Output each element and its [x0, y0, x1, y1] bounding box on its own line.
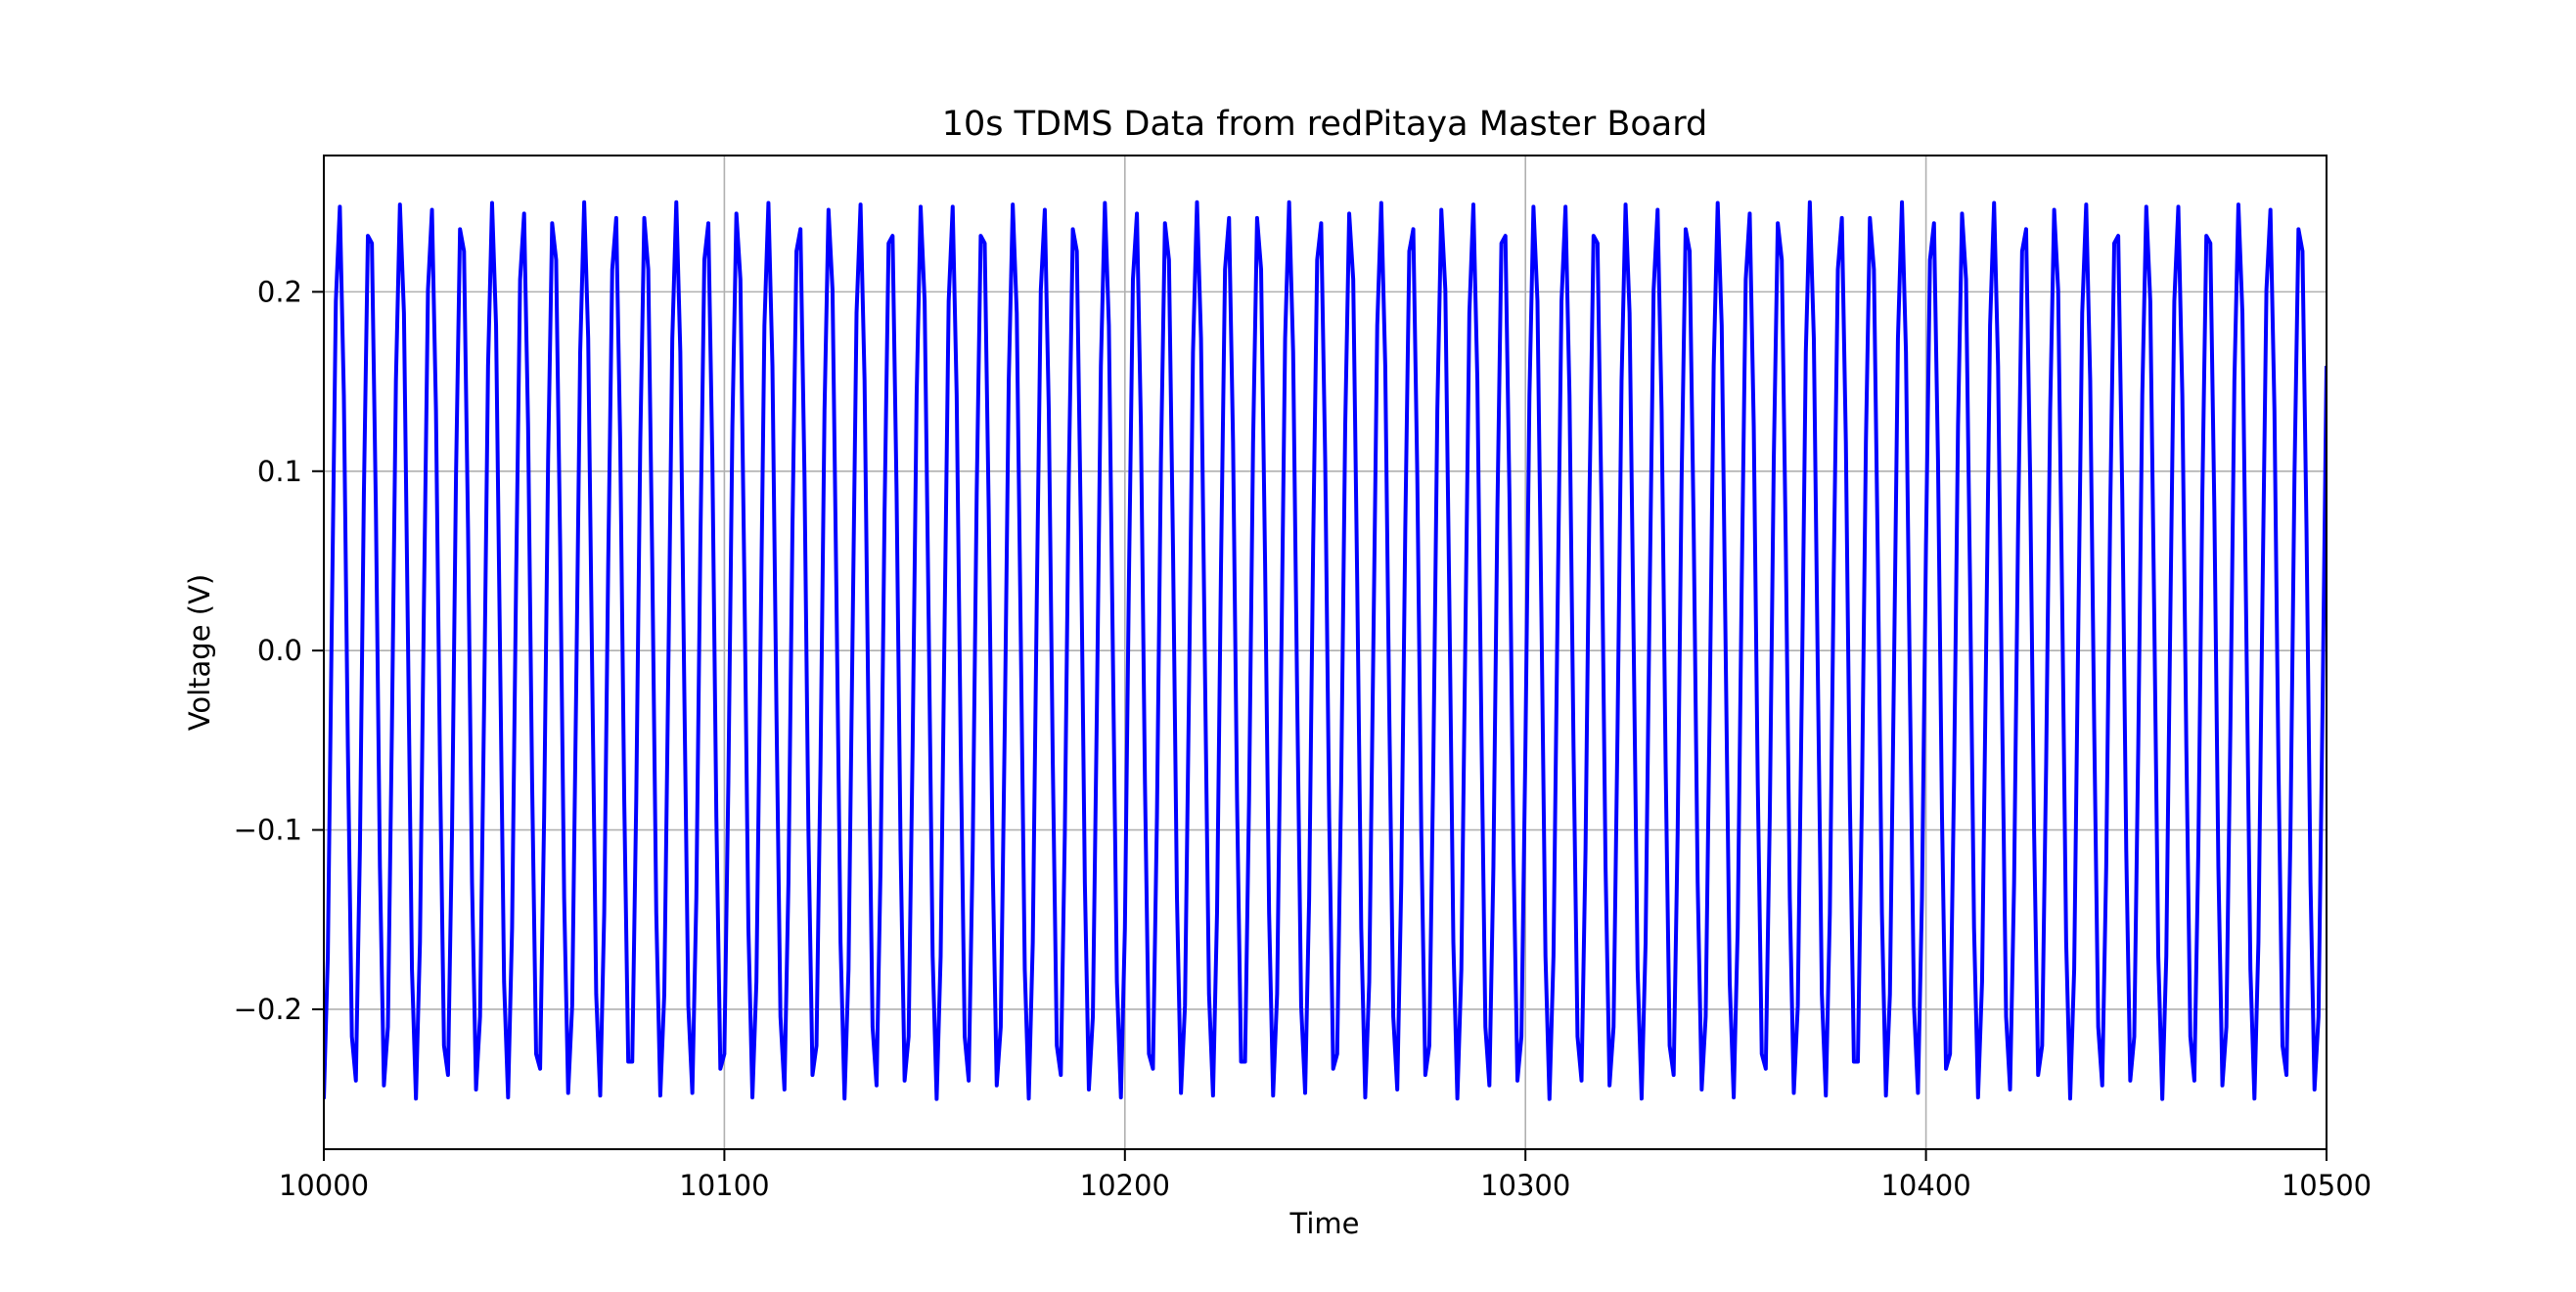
x-tick-label-5: 10500 — [2282, 1169, 2372, 1202]
y-axis-label: Voltage (V) — [183, 574, 216, 731]
x-tick-label-3: 10300 — [1480, 1169, 1570, 1202]
y-tick-label-0: −0.2 — [234, 993, 302, 1026]
x-axis-label: Time — [1289, 1207, 1360, 1240]
x-tick-label-1: 10100 — [679, 1169, 769, 1202]
y-tick-label-3: 0.1 — [257, 455, 302, 488]
series-line-0 — [324, 200, 2327, 1101]
y-tick-label-4: 0.2 — [257, 275, 302, 308]
axes-frame — [323, 155, 2327, 1150]
chart-title: 10s TDMS Data from redPitaya Master Boar… — [942, 105, 1707, 144]
x-tick-label-4: 10400 — [1880, 1169, 1970, 1202]
plot-area: 10000 10100 10200 10300 10400 10500 −0.2 −0.1 0.… — [234, 155, 2372, 1202]
x-tick-label-2: 10200 — [1080, 1169, 1170, 1202]
y-tick-label-1: −0.1 — [234, 814, 302, 847]
y-tick-label-2: 0.0 — [257, 634, 302, 667]
x-tick-label-0: 10000 — [279, 1169, 369, 1202]
